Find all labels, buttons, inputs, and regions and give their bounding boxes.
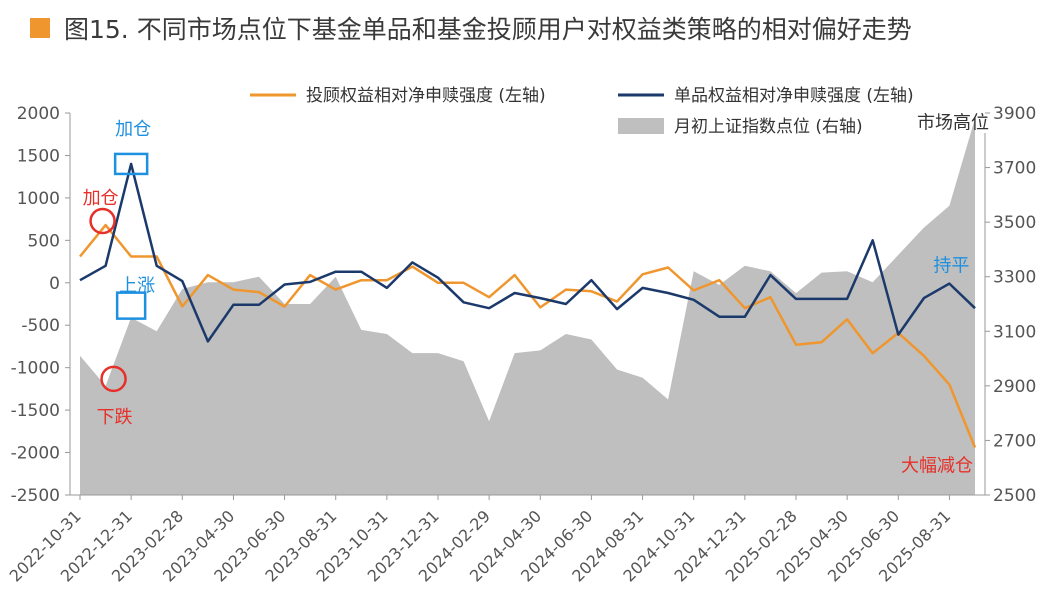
right-axis-tick-label: 3900 <box>993 104 1036 124</box>
left-axis-tick-label: 0 <box>49 274 60 294</box>
legend-product-label: 单品权益相对净申赎强度 (左轴) <box>674 86 914 106</box>
product-line-series <box>79 162 976 343</box>
left-axis-tick-label: -1500 <box>11 401 60 421</box>
annotation-blue-box-add <box>113 152 149 176</box>
annotation-label-rise: 上涨 <box>119 276 155 297</box>
annotation-label-add-blue: 加仓 <box>115 119 151 140</box>
left-axis-tick-label: -500 <box>21 316 60 336</box>
right-axis-tick-label: 3100 <box>993 322 1036 342</box>
right-axis-tick-label: 3700 <box>993 159 1036 179</box>
annotation-label-flat: 持平 <box>933 256 969 277</box>
annotation-label-drop: 下跌 <box>97 407 133 428</box>
chart-title-row: 图15. 不同市场点位下基金单品和基金投顾用户对权益类策略的相对偏好走势 <box>30 8 912 48</box>
title-square-marker <box>30 18 50 38</box>
left-axis-tick-label: 1000 <box>17 189 60 209</box>
legend-index-label: 月初上证指数点位 (右轴) <box>674 117 863 137</box>
annotation-label-big-cut: 大幅减仓 <box>901 455 973 476</box>
left-axis-tick-label: 2000 <box>17 104 60 124</box>
right-axis-tick-label: 3300 <box>993 268 1036 288</box>
right-axis-tick-label: 2500 <box>993 486 1036 506</box>
left-axis-tick-label: -2500 <box>11 486 60 506</box>
left-axis-tick-label: 500 <box>28 231 60 251</box>
left-axis-tick-label: 1500 <box>17 146 60 166</box>
annotation-blue-box-rise <box>115 291 147 320</box>
right-axis-tick-label: 2900 <box>993 377 1036 397</box>
advisor-line-series <box>79 223 977 448</box>
right-axis-tick-label: 2700 <box>993 431 1036 451</box>
index-area-series <box>80 118 975 495</box>
annotation-label-add-red: 加仓 <box>83 188 119 209</box>
left-axis-tick-label: -2000 <box>11 444 60 464</box>
left-axis-tick-label: -1000 <box>11 359 60 379</box>
right-axis-tick-label: 3500 <box>993 213 1036 233</box>
annotation-label-market-high: 市场高位 <box>917 112 989 133</box>
legend-advisor-label: 投顾权益相对净申赎强度 (左轴) <box>306 86 546 106</box>
legend-index-swatch <box>618 118 664 134</box>
chart-title: 图15. 不同市场点位下基金单品和基金投顾用户对权益类策略的相对偏好走势 <box>64 15 912 44</box>
annotation-red-circle-drop <box>100 365 127 393</box>
annotation-red-circle-add <box>89 207 116 235</box>
